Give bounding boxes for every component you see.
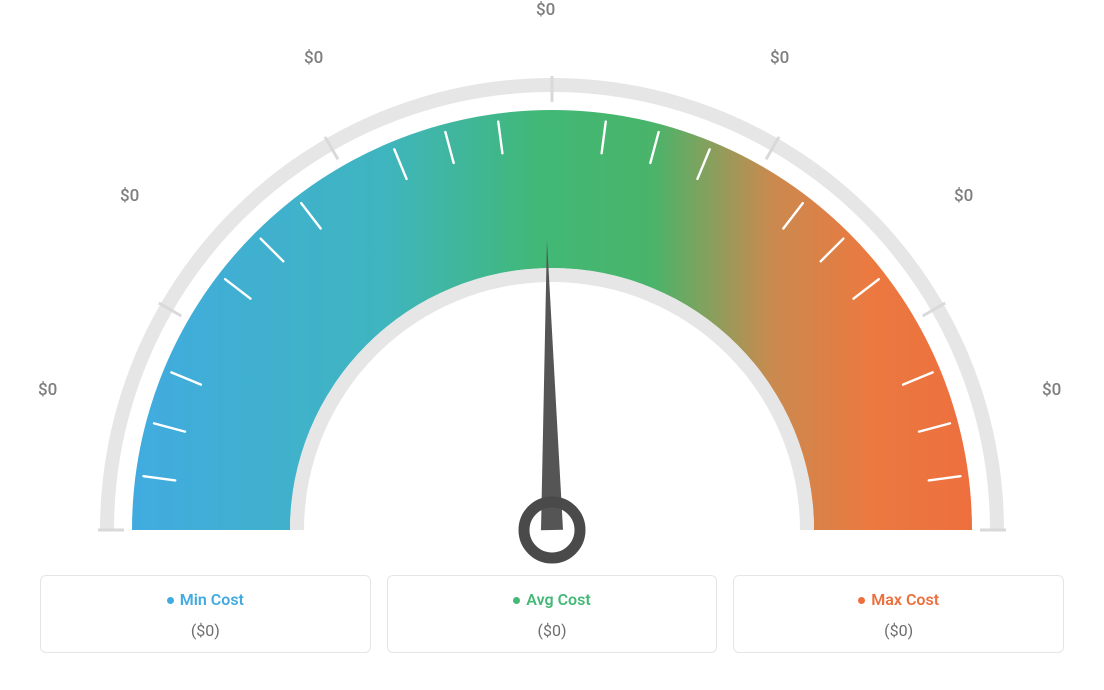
legend-value: ($0) bbox=[398, 621, 707, 640]
legend-box-max: Max Cost ($0) bbox=[733, 575, 1064, 653]
gauge-tick-label: $0 bbox=[120, 186, 139, 206]
legend-dot-icon bbox=[858, 597, 865, 604]
legend-value: ($0) bbox=[744, 621, 1053, 640]
gauge-tick-label: $0 bbox=[954, 186, 973, 206]
legend-box-min: Min Cost ($0) bbox=[40, 575, 371, 653]
legend-title: Min Cost bbox=[51, 590, 360, 609]
legend-row: Min Cost ($0) Avg Cost ($0) Max Cost ($0… bbox=[40, 575, 1064, 653]
legend-label: Max Cost bbox=[871, 590, 939, 609]
legend-dot-icon bbox=[513, 597, 520, 604]
legend-box-avg: Avg Cost ($0) bbox=[387, 575, 718, 653]
legend-title: Avg Cost bbox=[398, 590, 707, 609]
legend-dot-icon bbox=[167, 597, 174, 604]
legend-value: ($0) bbox=[51, 621, 360, 640]
gauge-chart: $0 $0 $0 $0 $0 $0 $0 bbox=[0, 0, 1104, 560]
legend-title: Max Cost bbox=[744, 590, 1053, 609]
gauge-tick-label: $0 bbox=[304, 48, 323, 68]
gauge-tick-label: $0 bbox=[536, 0, 555, 20]
gauge-tick-label: $0 bbox=[770, 48, 789, 68]
legend-label: Min Cost bbox=[180, 590, 244, 609]
gauge-tick-label: $0 bbox=[38, 380, 57, 400]
gauge-svg bbox=[52, 10, 1052, 570]
legend-label: Avg Cost bbox=[526, 590, 590, 609]
gauge-tick-label: $0 bbox=[1042, 380, 1061, 400]
